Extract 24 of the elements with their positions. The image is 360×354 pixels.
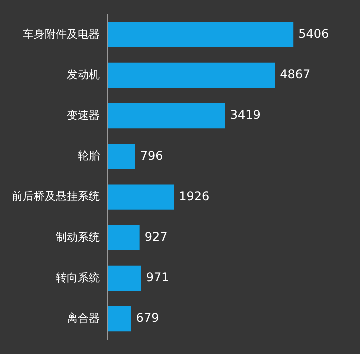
y-tick-label: 前后桥及悬挂系统 xyxy=(12,190,100,204)
data-label: 971 xyxy=(146,270,170,285)
bar xyxy=(108,184,174,210)
data-label: 927 xyxy=(144,230,168,244)
y-tick-label: 车身附件及电器 xyxy=(23,28,100,41)
data-label: 5406 xyxy=(298,27,330,42)
bar xyxy=(108,266,142,292)
y-tick-label: 转向系统 xyxy=(56,271,100,284)
data-label: 4867 xyxy=(280,68,311,82)
data-label: 1926 xyxy=(179,189,210,204)
data-label: 3419 xyxy=(230,108,261,122)
y-tick-label: 制动系统 xyxy=(56,230,100,244)
y-tick-label: 离合器 xyxy=(67,312,100,325)
y-tick-label: 发动机 xyxy=(67,68,100,82)
data-label: 796 xyxy=(140,148,164,163)
data-label: 679 xyxy=(136,311,160,326)
y-tick-label: 变速器 xyxy=(67,108,100,122)
bar xyxy=(108,104,226,129)
y-tick-label: 轮胎 xyxy=(78,150,100,163)
bar xyxy=(108,22,294,48)
bar xyxy=(108,306,132,332)
bar xyxy=(108,62,276,88)
bar xyxy=(108,144,136,170)
bar xyxy=(108,225,140,250)
